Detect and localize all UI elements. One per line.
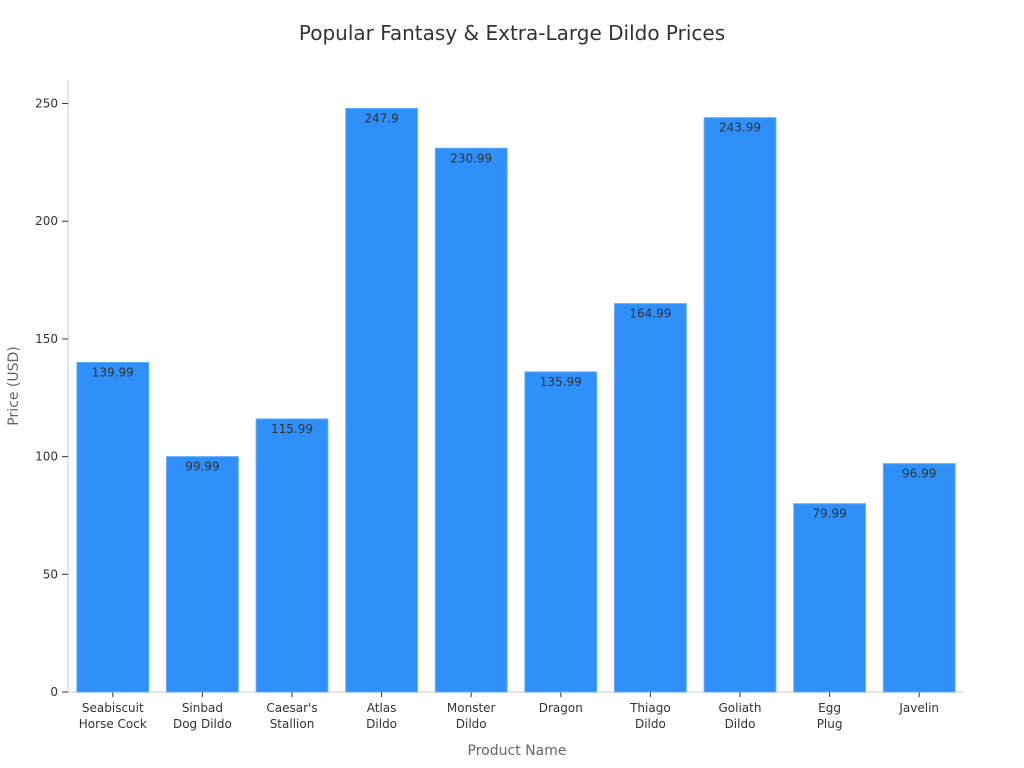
x-tick-label: Monster Dildo [447, 701, 496, 731]
bar [882, 463, 956, 693]
data-label: 139.99 [92, 365, 134, 379]
bar [255, 418, 329, 693]
x-axis-title: Product Name [468, 743, 567, 759]
y-tick-label: 200 [35, 214, 58, 228]
data-label: 164.99 [629, 307, 671, 321]
x-tick-label: Seabiscuit Horse Cock [79, 701, 147, 731]
data-labels: 139.99 99.99 115.99 247.9 230.99 135.99 164.99… [92, 111, 937, 520]
y-tick-label: 250 [35, 97, 58, 111]
bar [793, 503, 866, 693]
data-label: 243.99 [719, 121, 761, 135]
chart-title: Popular Fantasy & Extra-Large Dildo Pric… [299, 21, 725, 45]
y-axis-title: Price (USD) [6, 346, 22, 425]
bar [614, 303, 687, 693]
x-tick-label: Egg Plug [817, 701, 843, 731]
data-label: 135.99 [540, 375, 582, 389]
x-tick-label: Caesar's Stallion [266, 701, 317, 731]
bar [524, 371, 598, 693]
bar [166, 456, 239, 693]
y-tick-label: 50 [43, 567, 58, 581]
bars [76, 107, 956, 693]
y-tick-label: 100 [35, 450, 58, 464]
bar [703, 117, 777, 693]
bar [76, 361, 150, 693]
data-label: 99.99 [185, 460, 219, 474]
data-label: 247.9 [364, 111, 398, 125]
x-tick-label: Atlas Dildo [366, 701, 397, 731]
y-tick-label: 150 [35, 332, 58, 346]
x-tick-label: Thiago Dildo [629, 701, 671, 731]
data-label: 79.99 [812, 507, 846, 521]
data-label: 115.99 [271, 422, 313, 436]
x-tick-label: Sinbad Dog Dildo [173, 701, 232, 731]
x-tick-label: Goliath Dildo [719, 701, 762, 731]
data-label: 230.99 [450, 151, 492, 165]
data-label: 96.99 [902, 467, 936, 481]
bar [345, 107, 418, 693]
bar [434, 147, 508, 693]
x-tick-label: Dragon [539, 701, 583, 715]
axes: 0 50 100 150 200 250 Seabiscuit Horse Cock Sinba… [35, 80, 964, 731]
x-tick-label: Javelin [898, 701, 939, 715]
y-tick-label: 0 [50, 685, 58, 699]
